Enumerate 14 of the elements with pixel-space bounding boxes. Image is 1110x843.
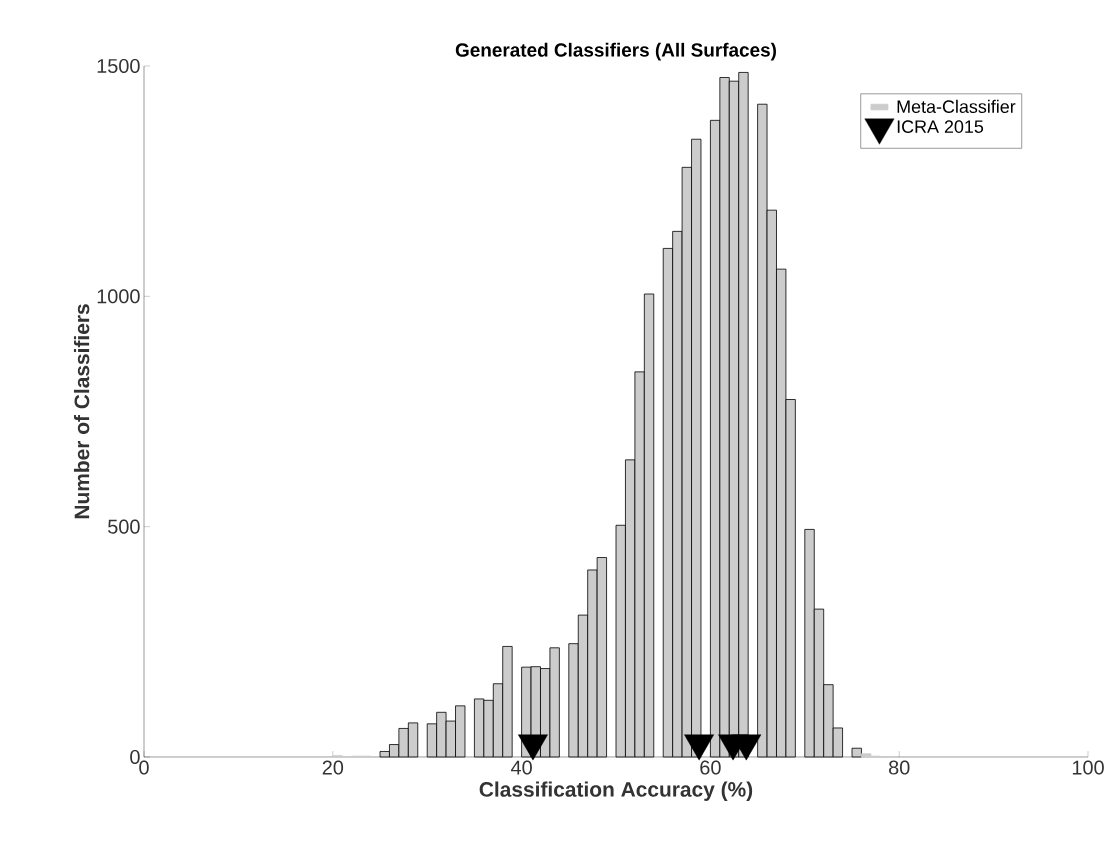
x-tick-label: 80 <box>888 760 910 775</box>
legend-label: Meta-Classifier <box>897 99 1016 113</box>
x-tick-label: 100 <box>1072 760 1104 775</box>
y-tick-label: 0 <box>130 749 140 765</box>
chart-title: Generated Classifiers (All Surfaces) <box>455 42 776 61</box>
y-tick-label: 500 <box>108 519 140 534</box>
legend-label: ICRA 2015 <box>897 120 984 133</box>
x-axis-title: Classification Accuracy (%) <box>479 781 753 801</box>
y-axis-title: Number of Classifiers <box>73 304 90 519</box>
x-tick-label: 60 <box>700 760 721 775</box>
y-tick-label: 1500 <box>97 58 140 74</box>
x-tick-label: 40 <box>510 760 532 775</box>
x-tick-label: 20 <box>322 760 344 775</box>
y-tick-label: 1000 <box>97 289 140 304</box>
